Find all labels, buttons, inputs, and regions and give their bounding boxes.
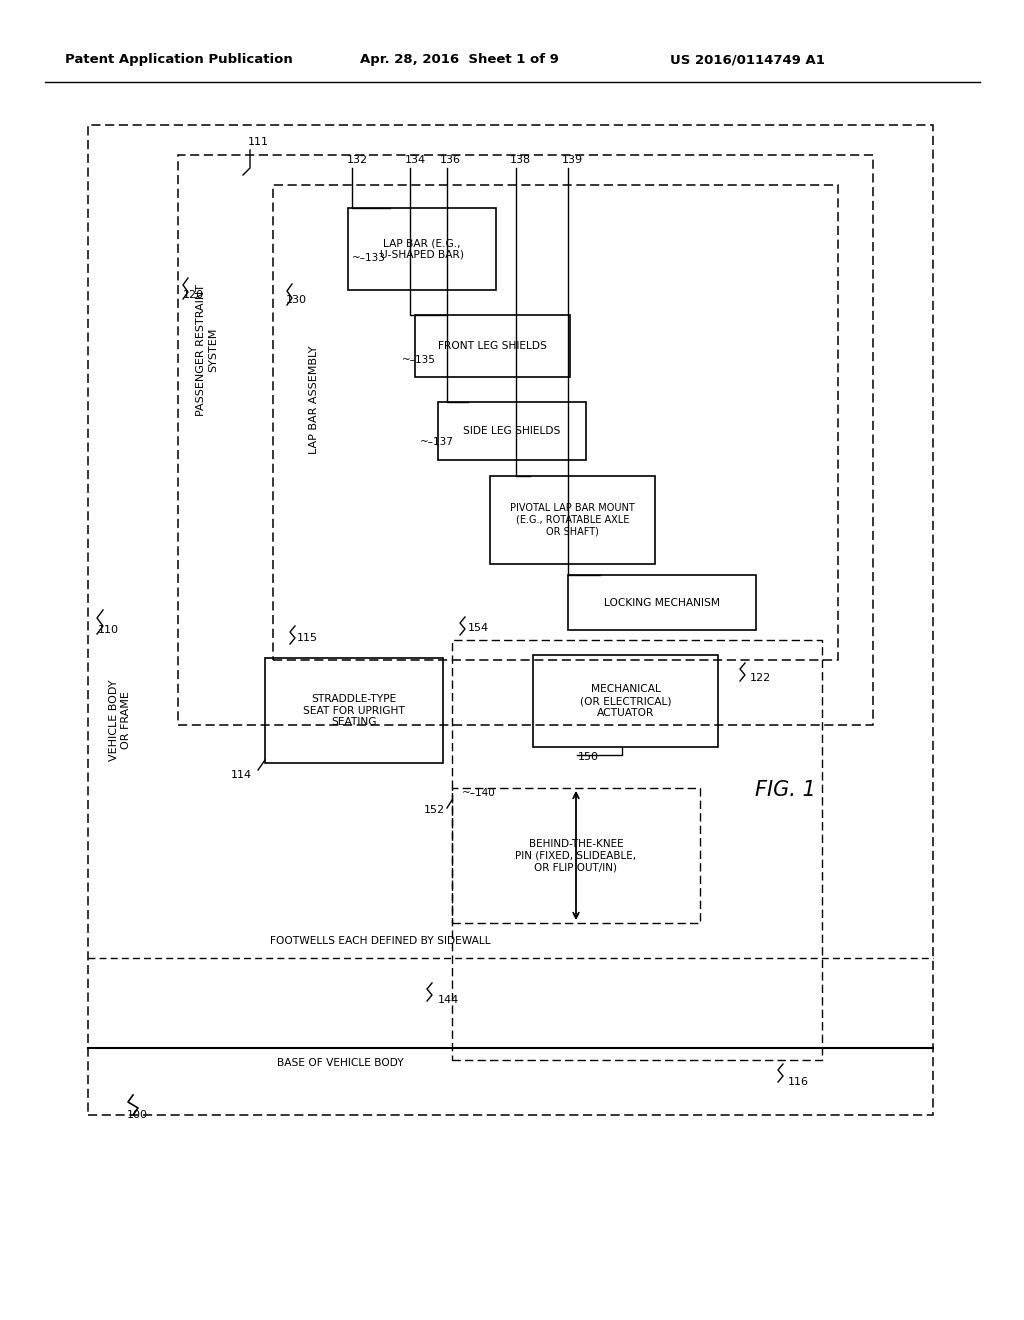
- Text: ~–135: ~–135: [402, 355, 436, 366]
- Text: ~–133: ~–133: [352, 253, 386, 263]
- Bar: [415, 315, 570, 378]
- Text: 120: 120: [182, 290, 204, 300]
- Text: 132: 132: [347, 154, 368, 165]
- Text: ~–140: ~–140: [462, 788, 496, 799]
- Text: 134: 134: [406, 154, 426, 165]
- Bar: [178, 154, 873, 725]
- Text: 111: 111: [248, 137, 269, 147]
- Bar: [438, 403, 586, 459]
- Text: Apr. 28, 2016  Sheet 1 of 9: Apr. 28, 2016 Sheet 1 of 9: [360, 54, 559, 66]
- Text: MECHANICAL
(OR ELECTRICAL)
ACTUATOR: MECHANICAL (OR ELECTRICAL) ACTUATOR: [580, 684, 672, 718]
- Text: FIG. 1: FIG. 1: [755, 780, 815, 800]
- Text: VEHICLE BODY
OR FRAME: VEHICLE BODY OR FRAME: [110, 680, 131, 760]
- Text: BEHIND-THE-KNEE
PIN (FIXED, SLIDEABLE,
OR FLIP OUT/IN): BEHIND-THE-KNEE PIN (FIXED, SLIDEABLE, O…: [515, 840, 637, 873]
- Text: 154: 154: [468, 623, 489, 634]
- Text: 138: 138: [510, 154, 531, 165]
- Bar: [534, 655, 718, 747]
- Text: 100: 100: [127, 1110, 147, 1119]
- Bar: [568, 576, 756, 630]
- Text: PIVOTAL LAP BAR MOUNT
(E.G., ROTATABLE AXLE
OR SHAFT): PIVOTAL LAP BAR MOUNT (E.G., ROTATABLE A…: [510, 503, 635, 537]
- Bar: [88, 125, 933, 1115]
- Text: 150: 150: [578, 752, 599, 762]
- Bar: [452, 640, 822, 1060]
- Text: 115: 115: [297, 634, 318, 643]
- Text: SIDE LEG SHIELDS: SIDE LEG SHIELDS: [463, 426, 561, 436]
- Text: BASE OF VEHICLE BODY: BASE OF VEHICLE BODY: [276, 1059, 403, 1068]
- Bar: [273, 185, 838, 660]
- Bar: [452, 788, 700, 923]
- Text: 152: 152: [424, 805, 445, 814]
- Text: 139: 139: [562, 154, 583, 165]
- Text: 136: 136: [440, 154, 461, 165]
- Bar: [490, 477, 655, 564]
- Text: 130: 130: [286, 294, 306, 305]
- Text: US 2016/0114749 A1: US 2016/0114749 A1: [670, 54, 825, 66]
- Text: ~–137: ~–137: [420, 437, 454, 447]
- Text: FRONT LEG SHIELDS: FRONT LEG SHIELDS: [438, 341, 547, 351]
- Text: 116: 116: [788, 1077, 809, 1086]
- Text: STRADDLE-TYPE
SEAT FOR UPRIGHT
SEATING: STRADDLE-TYPE SEAT FOR UPRIGHT SEATING: [303, 694, 404, 727]
- Bar: [265, 657, 443, 763]
- Text: 144: 144: [438, 995, 459, 1005]
- Text: Patent Application Publication: Patent Application Publication: [65, 54, 293, 66]
- Bar: [348, 209, 496, 290]
- Text: LOCKING MECHANISM: LOCKING MECHANISM: [604, 598, 720, 607]
- Text: 110: 110: [97, 624, 119, 635]
- Text: 122: 122: [750, 673, 771, 682]
- Text: LAP BAR (E.G.,
U-SHAPED BAR): LAP BAR (E.G., U-SHAPED BAR): [380, 238, 464, 260]
- Text: FOOTWELLS EACH DEFINED BY SIDEWALL: FOOTWELLS EACH DEFINED BY SIDEWALL: [270, 936, 490, 946]
- Text: LAP BAR ASSEMBLY: LAP BAR ASSEMBLY: [309, 346, 319, 454]
- Text: 114: 114: [230, 770, 252, 780]
- Text: PASSENGER RESTRAINT
SYSTEM: PASSENGER RESTRAINT SYSTEM: [197, 284, 218, 416]
